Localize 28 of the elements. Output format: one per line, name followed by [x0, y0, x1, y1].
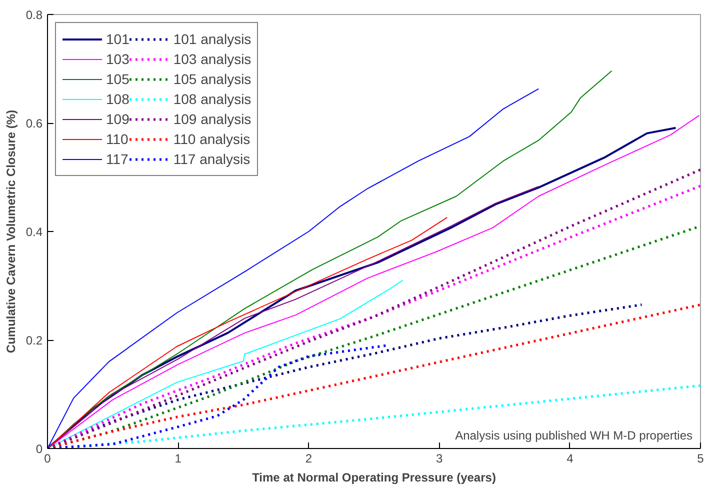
legend-label: 110 analysis — [173, 131, 250, 147]
x-tick-label: 4 — [566, 452, 574, 466]
legend-label: 117 — [106, 151, 128, 167]
y-tick-label: 0.2 — [26, 334, 43, 348]
legend-label: 110 — [106, 131, 128, 147]
legend-label: 103 — [106, 51, 130, 67]
legend-label: 109 analysis — [173, 111, 252, 127]
y-tick-label: 0 — [36, 442, 43, 456]
y-axis-title: Cumulative Cavern Volumetric Closure (%) — [4, 110, 18, 354]
legend-label: 105 — [106, 71, 130, 87]
x-tick-label: 3 — [436, 452, 443, 466]
x-tick-label: 0 — [44, 452, 52, 466]
legend-label: 108 analysis — [173, 91, 252, 107]
x-tick-label: 5 — [697, 452, 704, 466]
legend-label: 101 analysis — [173, 31, 252, 47]
legend-label: 103 analysis — [173, 51, 252, 67]
legend-label: 105 analysis — [173, 71, 252, 87]
x-tick-label: 1 — [174, 452, 182, 466]
legend-label: 109 — [106, 111, 130, 127]
legend-label: 108 — [106, 91, 130, 107]
legend-label: 117 analysis — [173, 151, 250, 167]
legend-label: 101 — [106, 31, 130, 47]
y-tick-label: 0.6 — [26, 116, 43, 130]
x-tick-label: 2 — [305, 452, 312, 466]
annotation: Analysis using published WH M-D properties — [455, 428, 693, 442]
y-tick-label: 0.8 — [26, 8, 43, 22]
y-tick-label: 0.4 — [26, 225, 43, 239]
x-axis-title: Time at Normal Operating Pressure (years) — [252, 470, 496, 484]
